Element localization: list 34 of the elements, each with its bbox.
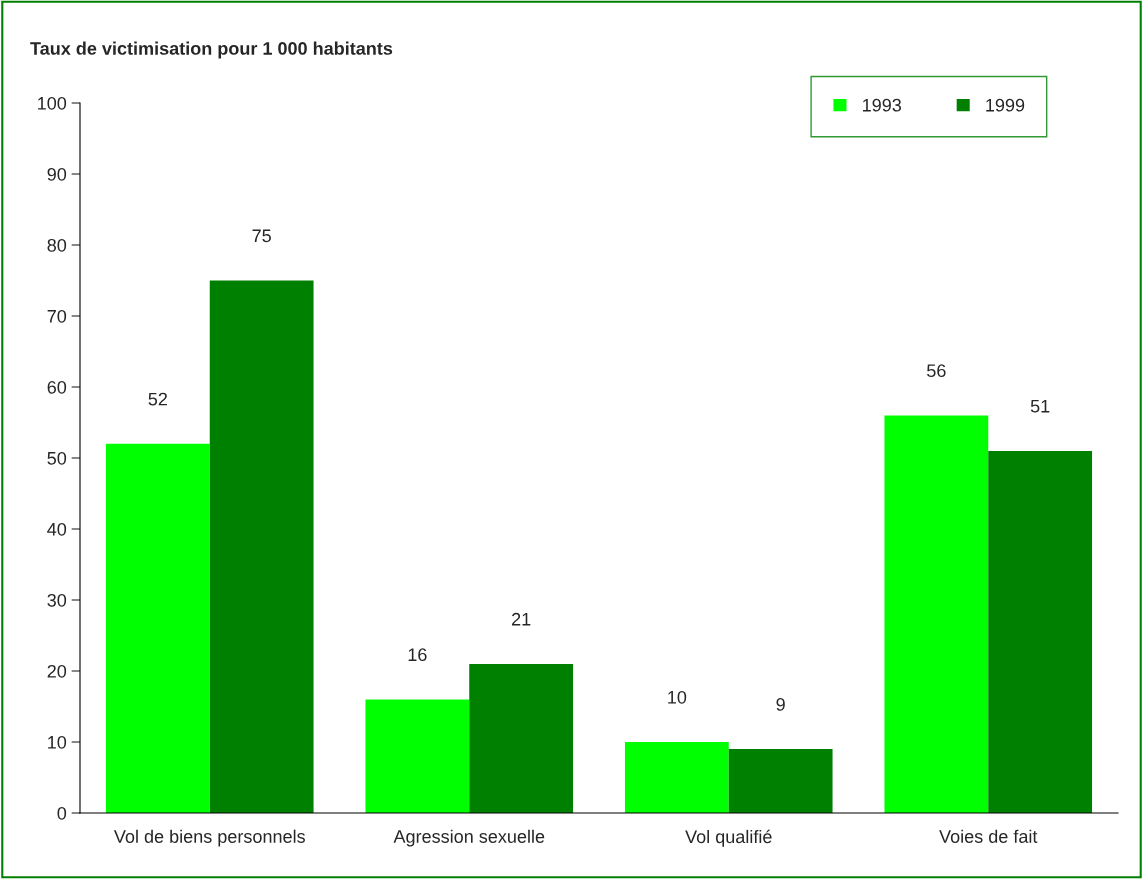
y-tick-label: 0 bbox=[57, 806, 67, 820]
legend-label: 1993 bbox=[863, 98, 902, 112]
x-tick-label: Vol qualifié bbox=[685, 829, 772, 847]
bar bbox=[469, 663, 574, 813]
y-tick-label: 20 bbox=[47, 664, 67, 678]
data-label: 51 bbox=[1030, 400, 1050, 413]
y-tick-label: 50 bbox=[47, 451, 67, 465]
y-tick-label: 80 bbox=[47, 238, 67, 252]
x-tick-label: Agression sexuelle bbox=[393, 829, 545, 847]
bar bbox=[988, 450, 1093, 813]
bar bbox=[209, 280, 314, 813]
x-tick-label: Voies de fait bbox=[939, 829, 1038, 843]
y-tick-label: 70 bbox=[47, 309, 67, 323]
bar bbox=[728, 749, 833, 813]
bar bbox=[624, 742, 729, 813]
data-label: 21 bbox=[512, 612, 531, 626]
bar bbox=[884, 415, 989, 813]
y-tick-label: 40 bbox=[47, 522, 67, 536]
y-tick-label: 30 bbox=[47, 593, 67, 607]
data-label: 52 bbox=[148, 392, 167, 406]
data-label: 16 bbox=[408, 648, 427, 662]
bar bbox=[365, 699, 470, 813]
y-tick-label: 100 bbox=[38, 96, 67, 110]
data-label: 10 bbox=[668, 690, 687, 704]
y-tick-label: 10 bbox=[48, 735, 67, 749]
y-tick-label: 60 bbox=[47, 380, 67, 394]
data-label: 75 bbox=[252, 229, 271, 243]
data-label: 56 bbox=[927, 364, 946, 378]
data-label: 9 bbox=[776, 698, 785, 711]
chart-title: Taux de victimisation pour 1 000 habitants bbox=[30, 41, 393, 59]
x-tick-label: Vol de biens personnels bbox=[113, 829, 305, 847]
legend-label: 1999 bbox=[986, 98, 1025, 112]
bar bbox=[105, 443, 210, 813]
y-tick-label: 90 bbox=[47, 167, 67, 181]
